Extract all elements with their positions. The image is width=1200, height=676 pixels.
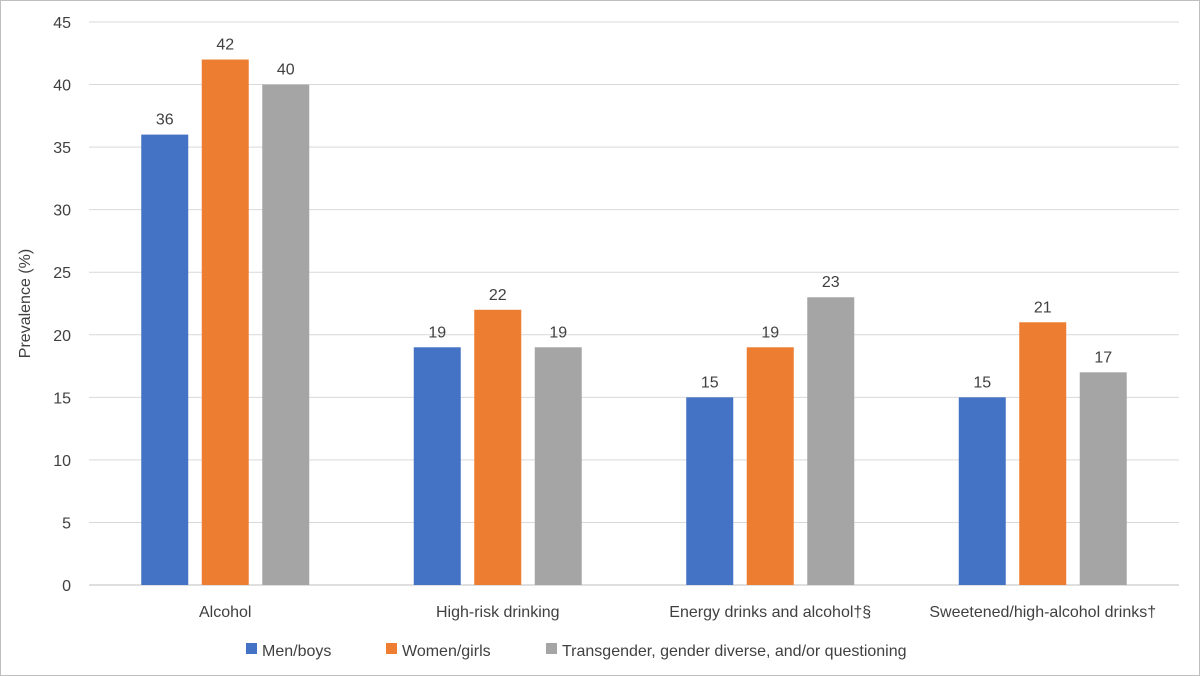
x-axis-ticks: Alcohol High-risk drinking Energy drinks a… <box>199 604 1156 621</box>
legend: Men/boys Women/girls Transgender, gender d… <box>246 643 907 660</box>
data-label: 36 <box>156 112 174 129</box>
legend-swatch <box>386 643 397 654</box>
data-label: 19 <box>428 324 446 341</box>
data-label: 42 <box>216 37 234 54</box>
x-tick-label: High-risk drinking <box>436 604 560 621</box>
bar <box>201 59 249 586</box>
y-axis-ticks: 0 5 10 15 20 25 30 35 40 45 <box>53 15 71 595</box>
y-tick-label: 25 <box>53 265 71 282</box>
bar <box>746 347 794 585</box>
data-label: 23 <box>822 274 840 291</box>
data-label: 19 <box>761 324 779 341</box>
bar <box>534 347 582 585</box>
bar <box>807 297 855 585</box>
bar <box>474 309 522 585</box>
y-tick-label: 35 <box>53 140 71 157</box>
y-axis-label: Prevalence (%) <box>17 249 34 358</box>
gridlines <box>89 21 1179 586</box>
data-label: 15 <box>701 374 719 391</box>
y-tick-label: 20 <box>53 328 71 345</box>
legend-swatch <box>546 643 557 654</box>
data-label: 22 <box>489 287 507 304</box>
bar <box>686 397 734 585</box>
bar <box>1079 372 1127 585</box>
legend-label: Women/girls <box>402 643 491 660</box>
data-labels: 36 42 40 19 22 19 15 19 23 15 21 17 <box>156 37 1112 392</box>
x-tick-label: Sweetened/high-alcohol drinks† <box>929 604 1156 621</box>
data-label: 15 <box>973 374 991 391</box>
bar <box>413 347 461 585</box>
bar <box>1019 322 1067 585</box>
y-tick-label: 10 <box>53 453 71 470</box>
legend-swatch <box>246 643 257 654</box>
bar <box>141 134 189 585</box>
y-tick-label: 0 <box>62 578 71 595</box>
y-tick-label: 45 <box>53 15 71 32</box>
x-tick-label: Energy drinks and alcohol†§ <box>669 604 871 621</box>
data-label: 17 <box>1094 349 1112 366</box>
y-tick-label: 5 <box>62 515 71 532</box>
data-label: 19 <box>549 324 567 341</box>
y-tick-label: 30 <box>53 203 71 220</box>
bar <box>262 84 310 586</box>
x-tick-label: Alcohol <box>199 604 251 621</box>
bar <box>958 397 1006 585</box>
data-label: 40 <box>277 62 295 79</box>
legend-label: Men/boys <box>262 643 331 660</box>
y-tick-label: 15 <box>53 390 71 407</box>
bars <box>141 59 1127 586</box>
data-label: 21 <box>1034 299 1052 316</box>
legend-label: Transgender, gender diverse, and/or ques… <box>562 643 907 660</box>
y-tick-label: 40 <box>53 78 71 95</box>
